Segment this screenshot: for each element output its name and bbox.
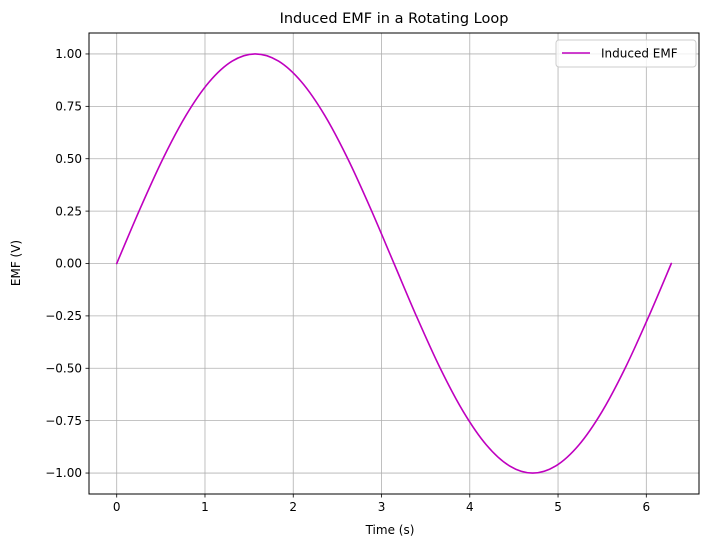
y-tick-label: 0.50	[55, 152, 82, 166]
x-tick-label: 0	[113, 500, 121, 514]
series-layer	[115, 53, 673, 474]
y-tick-label: 0.75	[55, 100, 82, 114]
x-tick-label: 4	[466, 500, 474, 514]
y-tick-label: 1.00	[55, 47, 82, 61]
x-tick-label: 6	[642, 500, 650, 514]
grid-lines	[89, 33, 699, 494]
series-line-induced-emf	[115, 53, 673, 474]
y-tick-label: −0.25	[45, 309, 82, 323]
x-tick-label: 3	[378, 500, 386, 514]
y-tick-label: 0.25	[55, 204, 82, 218]
y-axis-ticks: −1.00 −0.75 −0.50 −0.25 0.00 0.25 0.50 0.75 1.00	[45, 47, 89, 480]
x-axis-label: Time (s)	[365, 523, 415, 537]
y-tick-label: −1.00	[45, 466, 82, 480]
chart-title: Induced EMF in a Rotating Loop	[280, 11, 509, 27]
y-tick-label: −0.50	[45, 361, 82, 375]
legend-box	[555, 39, 697, 68]
y-tick-label: 0.00	[55, 257, 82, 271]
y-axis-label: EMF (V)	[9, 240, 23, 286]
x-tick-label: 2	[289, 500, 297, 514]
x-axis-ticks: 0 1 2 3 4 5 6	[113, 494, 650, 514]
y-tick-label: −0.75	[45, 414, 82, 428]
x-tick-label: 5	[554, 500, 562, 514]
x-tick-label: 1	[201, 500, 209, 514]
legend: Induced EMF	[555, 39, 697, 68]
legend-label-induced-emf: Induced EMF	[601, 47, 678, 61]
